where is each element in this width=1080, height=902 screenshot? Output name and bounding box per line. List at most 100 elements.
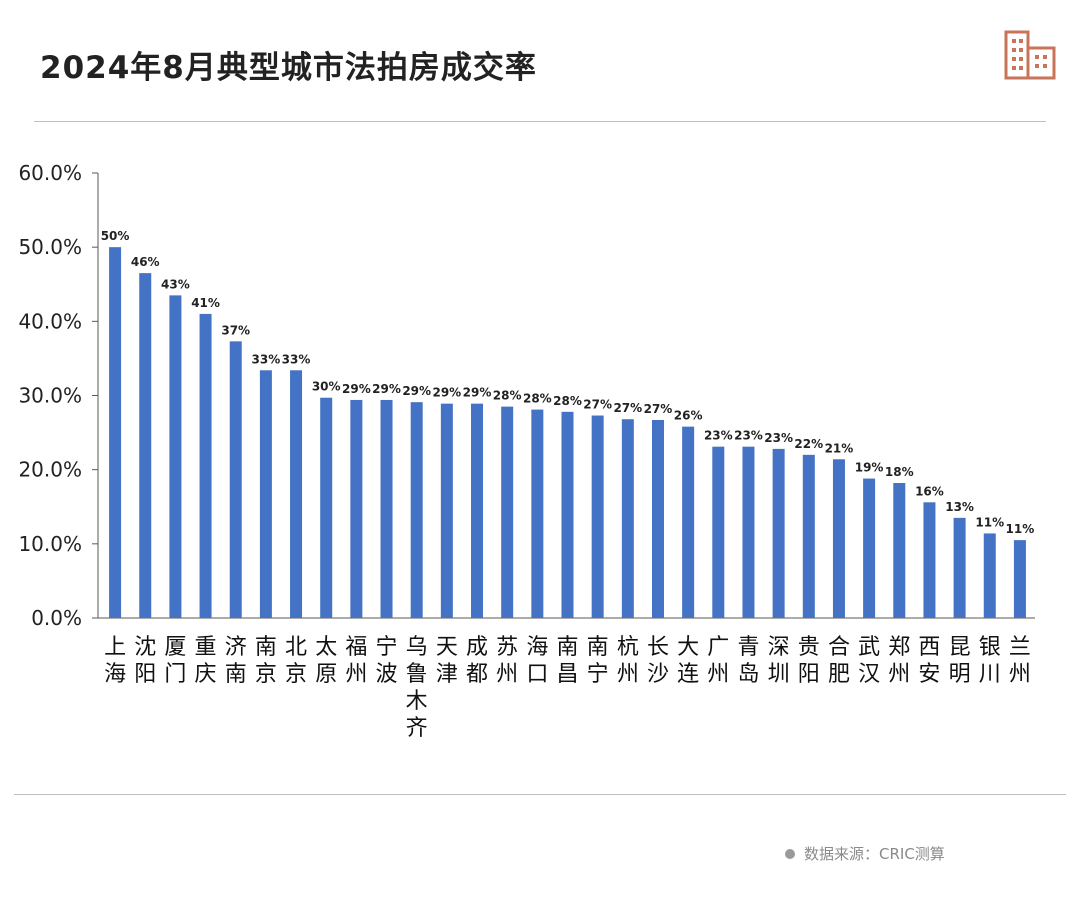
bar xyxy=(923,502,936,618)
bar xyxy=(350,399,363,618)
category-label: 福州 xyxy=(345,635,367,687)
category-label: 北京 xyxy=(285,635,307,687)
bar xyxy=(591,415,604,618)
bar xyxy=(712,446,725,618)
data-label: 27% xyxy=(644,402,673,416)
category-label: 深圳 xyxy=(768,635,790,687)
category-label: 昆明 xyxy=(949,635,971,687)
data-label: 18% xyxy=(885,465,914,479)
data-label: 27% xyxy=(613,401,642,415)
bar xyxy=(290,370,303,618)
y-tick-label: 0.0% xyxy=(31,606,82,630)
bar xyxy=(1013,540,1026,618)
bar xyxy=(561,411,574,618)
data-label: 50% xyxy=(101,229,130,243)
category-label: 太原 xyxy=(315,635,337,687)
category-label: 郑州 xyxy=(888,635,910,687)
bar xyxy=(471,403,484,618)
data-label: 11% xyxy=(1006,522,1035,536)
bar xyxy=(983,533,996,618)
category-label: 武汉 xyxy=(858,635,880,687)
data-label: 29% xyxy=(372,382,401,396)
category-label: 厦门 xyxy=(164,635,186,687)
bar-chart: 0.0% 10.0% 20.0% 30.0% 40.0% 50.0% 60.0% 50% 上海 4… xyxy=(18,161,1035,741)
data-label: 43% xyxy=(161,277,190,291)
bar xyxy=(742,446,755,618)
bar xyxy=(410,402,423,618)
data-label: 30% xyxy=(312,380,341,394)
category-label: 乌鲁木齐 xyxy=(406,635,428,741)
category-label: 大连 xyxy=(677,635,699,687)
category-label: 成都 xyxy=(466,635,488,687)
bar xyxy=(772,448,785,618)
bar xyxy=(531,409,544,618)
bar xyxy=(380,399,393,618)
bar xyxy=(320,397,333,618)
data-label: 29% xyxy=(432,386,461,400)
category-label: 上海 xyxy=(104,635,126,687)
source-text: 数据来源：CRIC测算 xyxy=(804,845,945,863)
bar xyxy=(139,273,152,618)
bar xyxy=(109,247,122,618)
page-title: 2024年8月典型城市法拍房成交率 xyxy=(40,50,537,86)
data-label: 28% xyxy=(493,389,522,403)
data-label: 23% xyxy=(704,429,733,443)
category-label: 杭州 xyxy=(617,635,639,687)
bar xyxy=(199,313,212,618)
category-label: 贵阳 xyxy=(798,635,820,687)
y-tick-label: 50.0% xyxy=(18,235,82,259)
category-label: 南宁 xyxy=(587,635,609,687)
source-note: 数据来源：CRIC测算 xyxy=(785,843,945,864)
y-tick-label: 30.0% xyxy=(18,384,82,408)
data-label: 29% xyxy=(463,386,492,400)
y-tick-label: 60.0% xyxy=(18,161,82,185)
data-label: 29% xyxy=(342,382,371,396)
data-label: 21% xyxy=(825,441,854,455)
bullet-dot-icon xyxy=(785,848,795,859)
footer-divider xyxy=(14,794,1066,795)
y-tick-label: 10.0% xyxy=(18,532,82,556)
data-label: 37% xyxy=(221,323,250,337)
bar xyxy=(621,419,634,618)
bar xyxy=(501,406,514,618)
building-icon xyxy=(1000,22,1060,82)
category-label: 重庆 xyxy=(195,635,217,687)
y-tick-label: 40.0% xyxy=(18,309,82,333)
data-label: 29% xyxy=(402,384,431,398)
data-label: 33% xyxy=(252,352,281,366)
category-label: 南京 xyxy=(255,635,277,687)
y-tick-label: 20.0% xyxy=(18,458,82,482)
data-label: 28% xyxy=(523,392,552,406)
category-label: 海口 xyxy=(526,635,548,687)
bar xyxy=(953,517,966,618)
category-label: 兰州 xyxy=(1009,635,1031,687)
bar xyxy=(169,295,182,618)
category-label: 长沙 xyxy=(647,635,669,687)
bar xyxy=(863,478,876,618)
category-label: 青岛 xyxy=(737,635,759,687)
category-label: 西安 xyxy=(918,635,940,687)
data-label: 13% xyxy=(945,500,974,514)
category-label: 宁波 xyxy=(376,635,398,687)
bar xyxy=(893,483,906,618)
data-label: 26% xyxy=(674,409,703,423)
data-label: 23% xyxy=(734,429,763,443)
data-label: 11% xyxy=(975,515,1004,529)
data-label: 23% xyxy=(764,431,793,445)
data-label: 22% xyxy=(794,437,823,451)
data-label: 41% xyxy=(191,296,220,310)
title-divider xyxy=(34,121,1046,122)
category-label: 沈阳 xyxy=(134,635,156,687)
category-label: 合肥 xyxy=(828,635,850,687)
category-label: 广州 xyxy=(707,635,729,687)
bar xyxy=(259,370,272,618)
data-label: 27% xyxy=(583,398,612,412)
data-label: 19% xyxy=(855,461,884,475)
data-label: 46% xyxy=(131,255,160,269)
bar xyxy=(802,454,815,618)
category-label: 苏州 xyxy=(496,635,518,687)
bar xyxy=(229,341,242,618)
bar xyxy=(651,419,664,618)
category-label: 银川 xyxy=(979,635,1001,687)
bar xyxy=(832,459,845,618)
